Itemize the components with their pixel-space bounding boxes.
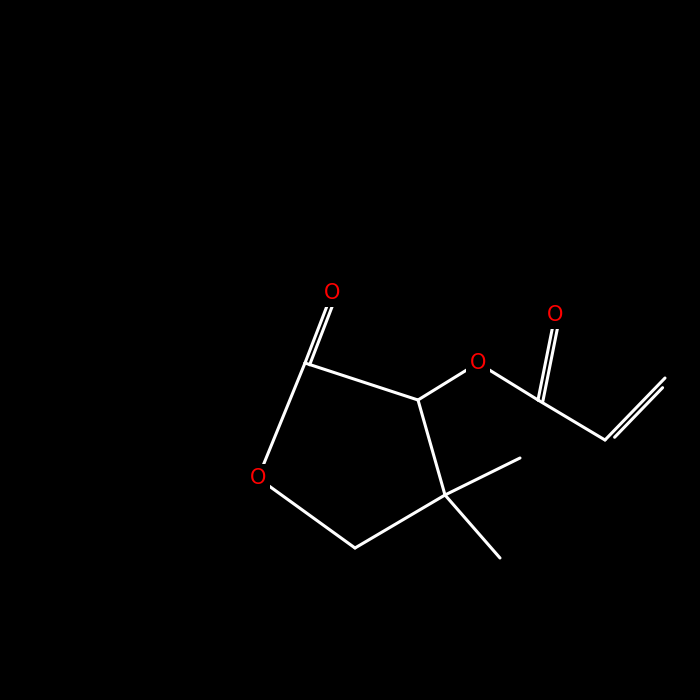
Text: O: O xyxy=(324,283,340,303)
Text: O: O xyxy=(547,305,564,325)
Text: O: O xyxy=(250,468,266,488)
Text: O: O xyxy=(470,353,486,373)
